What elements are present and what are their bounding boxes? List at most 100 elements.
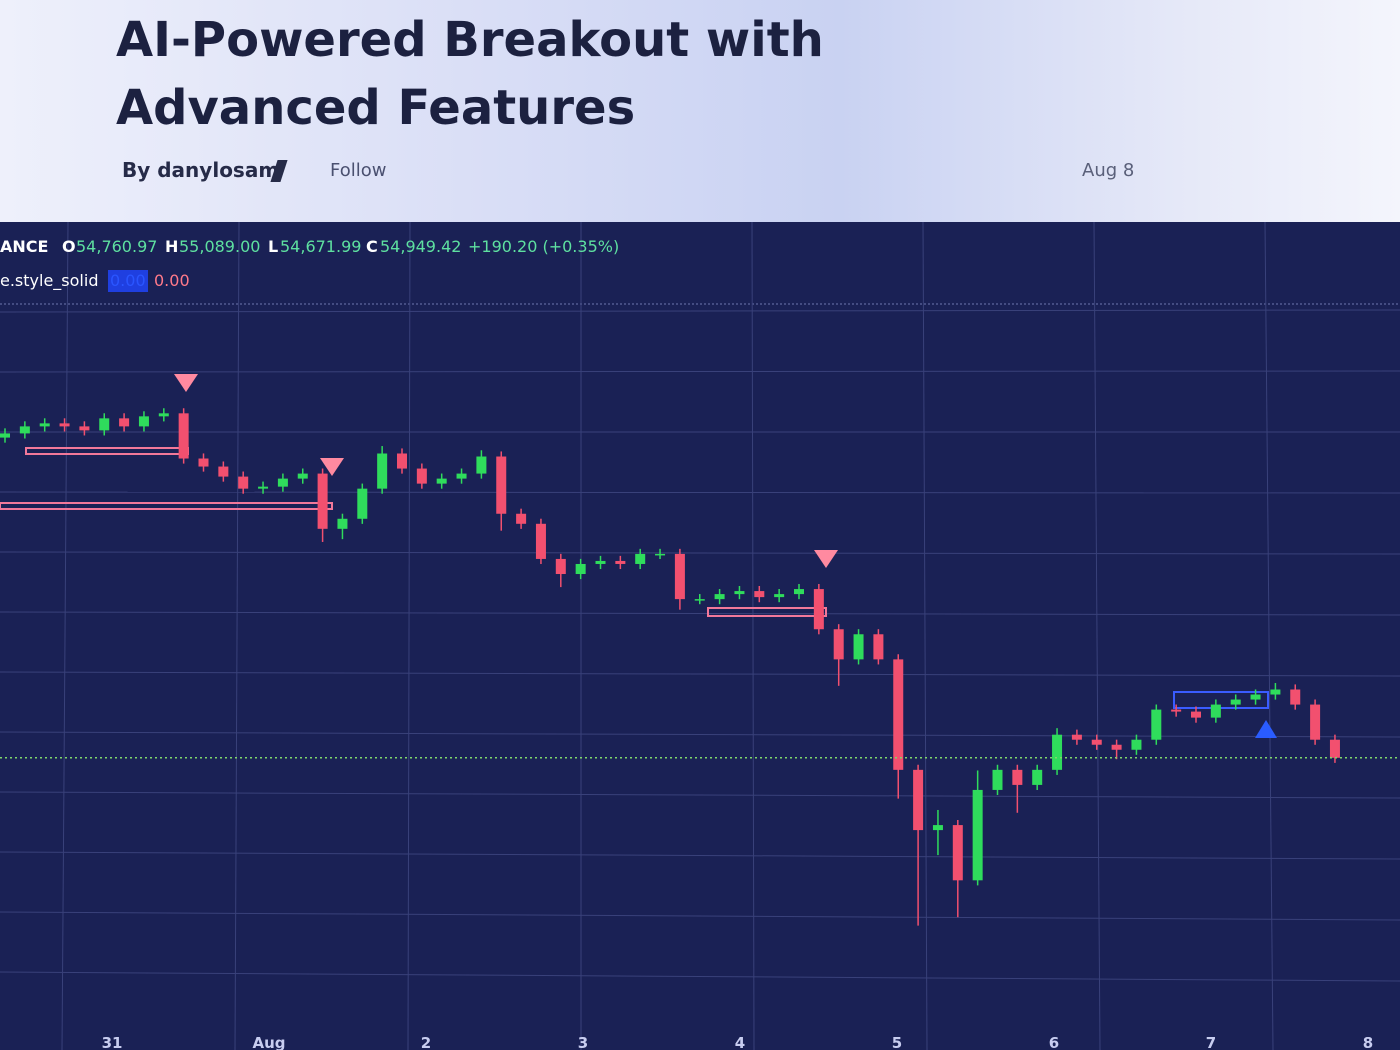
candle-body: [238, 476, 249, 489]
grid-line: [0, 551, 1400, 555]
candle-body: [853, 634, 864, 660]
candle-body: [1012, 769, 1023, 785]
indicator-highlight: [108, 270, 148, 292]
publish-date: Aug 8: [1082, 160, 1135, 181]
candle-body: [535, 523, 546, 559]
article-header: AI-Powered Breakout with Advanced Featur…: [0, 0, 1400, 222]
indicator-value: 0.00: [154, 271, 190, 290]
sell-signal: [814, 550, 838, 568]
candle-body: [1191, 711, 1201, 718]
x-tick-label: 31: [102, 1034, 123, 1050]
grid-line: [0, 851, 1400, 860]
candle-body: [873, 634, 884, 660]
candle-body: [1329, 739, 1340, 758]
candle-body: [198, 458, 209, 467]
candle-body: [1171, 709, 1182, 712]
high-label: H: [165, 237, 178, 256]
x-axis: 31 Aug 2 3 4 5 6 7 8: [102, 1034, 1374, 1050]
low-label: L: [268, 237, 278, 256]
candle-body: [1210, 704, 1221, 718]
candle-body: [79, 426, 90, 431]
candle-body: [138, 416, 149, 427]
grid-line: [0, 370, 1400, 373]
open-label: O: [62, 237, 76, 256]
candle-body: [59, 423, 70, 427]
candle-body: [436, 478, 447, 484]
candle-body: [992, 769, 1003, 790]
symbol: ANCE: [0, 237, 48, 256]
candle-body: [258, 486, 269, 489]
candle-body: [99, 418, 110, 431]
candle-body: [416, 468, 427, 484]
article-title: AI-Powered Breakout with Advanced Featur…: [116, 12, 824, 136]
candle-body: [178, 413, 189, 459]
grid-line: [0, 611, 1400, 616]
candle-body: [317, 473, 328, 529]
x-tick-label: 6: [1049, 1034, 1059, 1050]
close-value: 54,949.42: [380, 237, 461, 256]
x-tick-label: 5: [892, 1034, 902, 1050]
candle-body: [794, 589, 804, 595]
follow-button[interactable]: Follow: [330, 160, 387, 181]
candle-body: [913, 769, 924, 831]
support-zone: [1173, 691, 1269, 709]
author[interactable]: By danylosam: [122, 158, 280, 182]
candle-body: [833, 629, 844, 660]
candle-body: [555, 558, 566, 575]
candle-body: [1032, 769, 1043, 785]
candle-body: [1071, 734, 1082, 740]
candle-body: [496, 456, 507, 514]
grid: [0, 222, 1400, 1050]
candle-body: [714, 594, 725, 600]
candle-body: [635, 553, 646, 564]
grid-line: [0, 491, 1400, 494]
candle-body: [694, 599, 705, 601]
grid-line: [0, 791, 1400, 799]
low-value: 54,671.99: [280, 237, 361, 256]
candle-body: [1052, 734, 1063, 770]
grid-line: [407, 222, 411, 1050]
candle-body: [456, 473, 467, 479]
candle-body: [1290, 689, 1301, 705]
chart-background: [0, 222, 1400, 1050]
x-tick-label: 3: [578, 1034, 588, 1050]
indicator-value: 0.00: [110, 271, 146, 290]
candle-body: [932, 825, 943, 831]
close-label: C: [366, 237, 378, 256]
candle-body: [1111, 744, 1122, 750]
candle-body: [0, 433, 10, 438]
signals: [174, 374, 1277, 738]
candle-body: [813, 589, 824, 630]
candle-body: [575, 563, 586, 575]
candle-body: [893, 659, 904, 770]
candle-body: [774, 594, 785, 598]
change: +190.20 (+0.35%): [468, 237, 619, 256]
grid-line: [1093, 222, 1101, 1050]
grid-line: [1264, 222, 1274, 1050]
open-value: 54,760.97: [76, 237, 157, 256]
resistance-zone: [707, 607, 827, 617]
candle-body: [1250, 694, 1261, 700]
candle-body: [1310, 704, 1321, 740]
candle-body: [39, 423, 50, 427]
candle-body: [377, 453, 388, 489]
candle-body: [297, 473, 308, 479]
candle-body: [218, 466, 229, 477]
candle-body: [516, 513, 527, 524]
sell-signal: [174, 374, 198, 392]
candle-body: [337, 518, 348, 529]
candle-body: [1131, 739, 1142, 750]
grid-line: [234, 222, 240, 1050]
x-tick-label: 2: [421, 1034, 431, 1050]
grid-line: [0, 671, 1400, 677]
grid-line: [0, 911, 1400, 921]
candles: [0, 408, 1400, 926]
candle-body: [754, 591, 765, 598]
grid-line: [922, 222, 928, 1050]
candle-body: [674, 553, 685, 600]
x-tick-label: 7: [1206, 1034, 1216, 1050]
candle-body: [277, 478, 288, 487]
candle-body: [119, 418, 130, 427]
candle-body: [158, 413, 169, 417]
